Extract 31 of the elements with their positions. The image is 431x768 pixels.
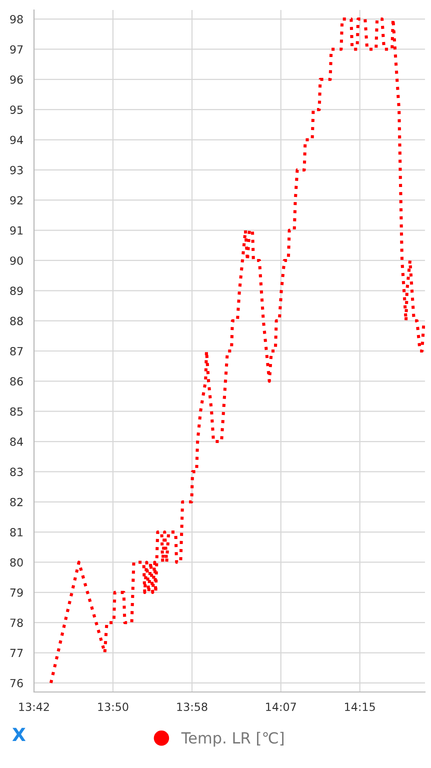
y-tick-label: 85 xyxy=(10,407,23,416)
y-tick-label: 97 xyxy=(10,45,23,54)
y-tick-label: 87 xyxy=(10,346,23,356)
y-tick-label: 91 xyxy=(10,226,23,235)
y-tick-label: 95 xyxy=(10,106,23,114)
text: X xyxy=(12,728,26,741)
y-tick-label: 80 xyxy=(10,558,23,567)
y-tick-label: 84 xyxy=(10,438,23,446)
x-tick-label: 13:50 xyxy=(98,702,128,712)
y-tick-label: 90 xyxy=(10,256,23,265)
x-tick-label: 13:42 xyxy=(19,702,49,712)
y-tick-label: 86 xyxy=(10,377,23,386)
y-tick-label: 81 xyxy=(10,528,23,536)
y-tick-label: 89 xyxy=(10,286,23,296)
y-tick-label: 94 xyxy=(10,136,23,144)
legend-label: Temp. LR [℃] xyxy=(181,732,284,747)
line-series xyxy=(49,18,425,684)
y-tick-label: 76 xyxy=(10,678,23,688)
y-tick-label: 79 xyxy=(10,588,23,597)
x-tick-label: 14:07 xyxy=(266,702,296,712)
y-tick-label: 78 xyxy=(10,618,23,627)
x-tick-label: 14:15 xyxy=(345,702,375,712)
y-tick-label: 92 xyxy=(10,196,22,204)
y-tick-label: 77 xyxy=(10,648,23,657)
x-tick-label: 13:58 xyxy=(177,702,208,712)
y-tick-label: 93 xyxy=(10,166,23,174)
y-tick-label: 88 xyxy=(10,316,23,326)
y-tick-label: 96 xyxy=(10,75,23,84)
y-tick-label: 83 xyxy=(10,468,23,476)
y-tick-label: 98 xyxy=(10,15,23,24)
y-tick-label: 82 xyxy=(10,498,22,506)
